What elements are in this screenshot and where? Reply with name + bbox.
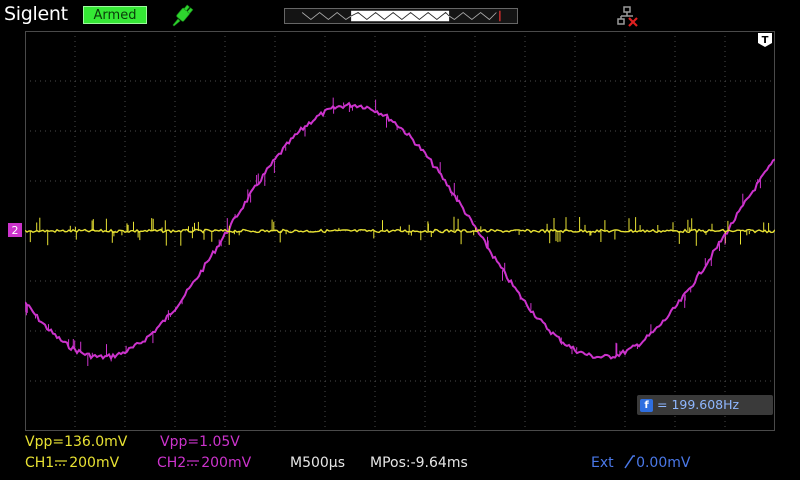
network-disconnected-icon: [617, 6, 638, 27]
ch2-noise-spikes: [25, 97, 761, 366]
ch2-label: CH2: [157, 455, 187, 471]
dc-coupling-icon: [55, 460, 68, 466]
trigger-settings[interactable]: Ext 0.00mV: [591, 455, 690, 471]
trigger-position-marker[interactable]: T: [758, 33, 772, 47]
ch1-vpp-measurement: Vpp=136.0mV: [25, 434, 128, 450]
svg-text:T: T: [762, 35, 769, 46]
rising-edge-icon: [624, 455, 636, 469]
brand-logo: Siglent: [4, 3, 68, 25]
frequency-icon: f: [640, 399, 653, 412]
svg-text:2: 2: [12, 224, 19, 237]
frequency-readout: f = 199.608Hz: [637, 395, 773, 415]
dc-coupling-icon: [187, 460, 200, 466]
usb-plug-icon: [172, 4, 194, 27]
ch2-waveform-trace: [25, 101, 775, 361]
ch2-scale: 200mV: [201, 455, 252, 471]
horizontal-position[interactable]: MPos:-9.64ms: [370, 455, 468, 471]
timebase-scale[interactable]: M500μs: [290, 455, 346, 471]
acquisition-status-badge: Armed: [83, 6, 147, 24]
memory-depth-bar: [284, 8, 518, 24]
trigger-source: Ext: [591, 455, 614, 471]
ch2-settings[interactable]: CH2 200mV: [157, 455, 251, 471]
frequency-value: = 199.608Hz: [657, 397, 740, 412]
trigger-level: 0.00mV: [636, 455, 691, 471]
ch1-settings[interactable]: CH1 200mV: [25, 455, 119, 471]
waveform-display[interactable]: [25, 31, 775, 431]
ch1-noise-spikes: [29, 216, 770, 246]
ch2-vpp-measurement: Vpp=1.05V: [160, 434, 240, 450]
ch2-offset-marker[interactable]: 2: [8, 223, 22, 237]
ch1-label: CH1: [25, 455, 55, 471]
ch1-scale: 200mV: [69, 455, 120, 471]
top-status-bar: Siglent Armed: [0, 0, 800, 32]
